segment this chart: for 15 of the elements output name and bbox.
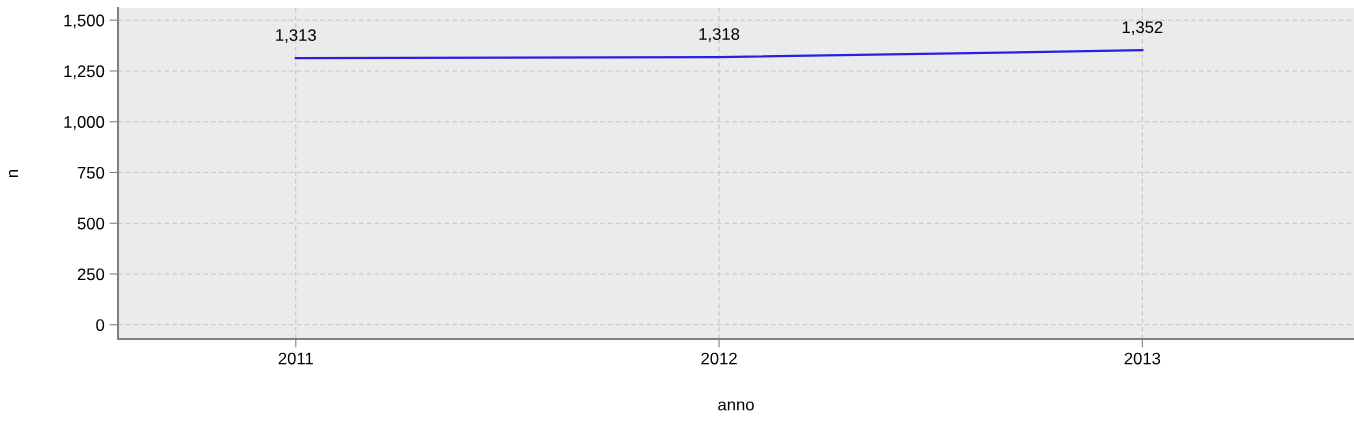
y-axis-title: n	[9, 169, 18, 178]
y-tick-label: 1,250	[64, 65, 105, 80]
text: 1,352	[1122, 21, 1163, 36]
y-tick-label: 500	[77, 217, 105, 230]
x-tick-label: 2013	[1124, 352, 1161, 365]
text: 1,318	[699, 28, 740, 42]
text: 1,313	[276, 29, 316, 43]
y-tick-label: 1,500	[64, 14, 105, 29]
x-tick-label: 2012	[701, 352, 737, 365]
y-tick-label: 0	[96, 319, 105, 331]
y-tick-label: 1,000	[64, 116, 105, 130]
y-tick-label: 750	[77, 166, 105, 179]
x-tick-label: 2011	[278, 352, 313, 365]
y-tick-label: 250	[77, 268, 105, 281]
x-axis-title: anno	[718, 401, 754, 411]
